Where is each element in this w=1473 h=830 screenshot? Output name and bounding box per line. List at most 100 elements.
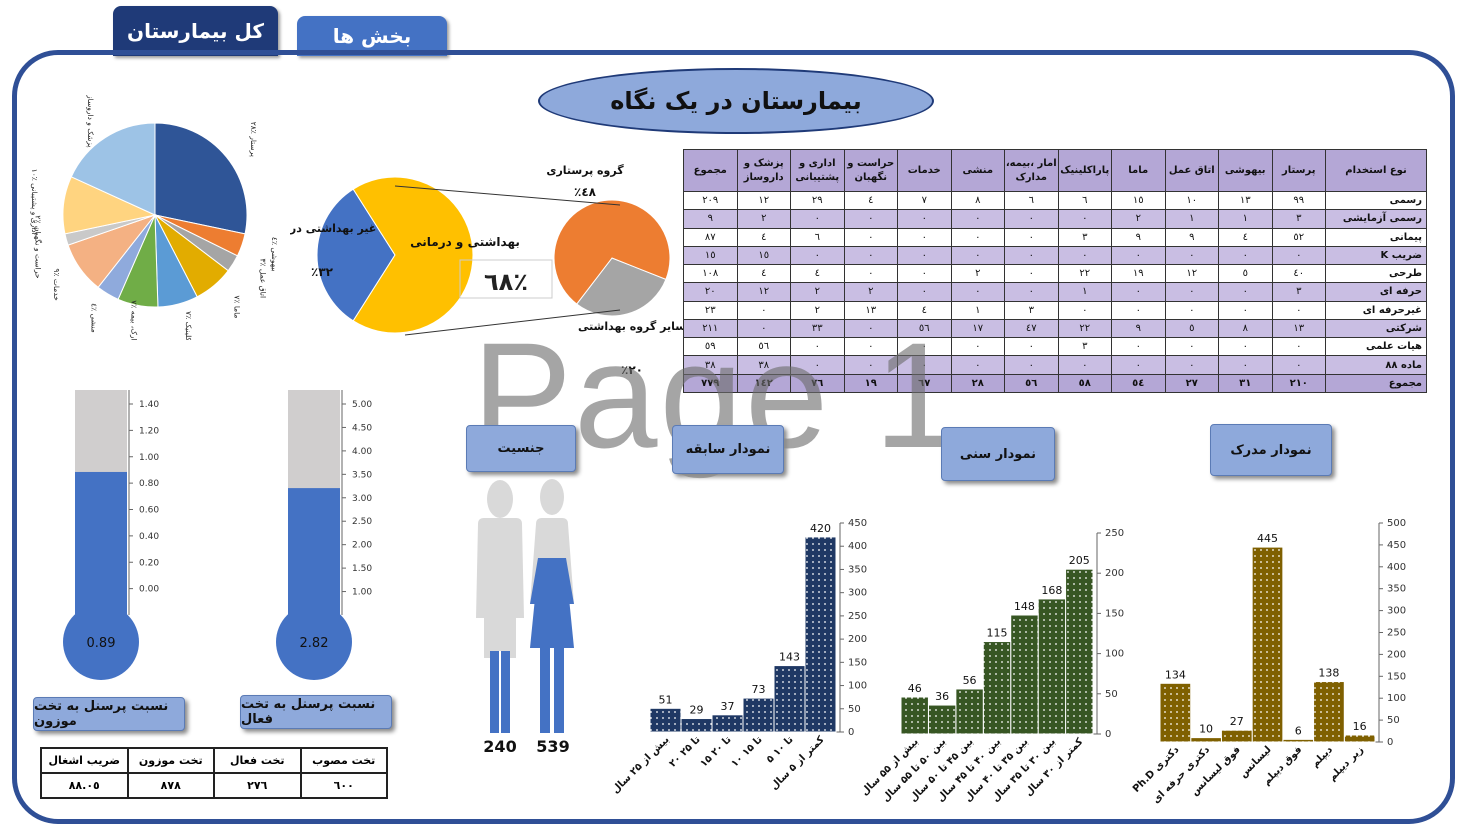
table-cell: ٤ [736,227,791,247]
bar-value-label: 6 [1295,724,1302,737]
age-chart-button[interactable]: نمودار سنی [941,427,1055,481]
table-row: شرکتی ١٣ ٨ ٥ ٩ ٢٢ ٤٧ ١٧ ٥٦ ٠ ٣٣ ٠ ٢١١ [683,318,1427,339]
table-cell: هیات علمی [1325,337,1427,357]
non-health-label: غیر بهداشتی درمانی [290,222,376,235]
table-cell: ٥٤ [1111,373,1166,394]
pie-slice-label: پاراکلینیک ٪٧ [184,311,193,340]
table-cell: ٢٢ [1057,264,1112,284]
table-row: طرحی ٤٠ ٥ ١٢ ١٩ ٢٢ ٠ ٢ ٠ ٠ ٤ ٤ ١٠٨ [683,264,1427,284]
table-header-cell: خدمات [897,149,952,192]
gender-button[interactable]: جنسیت [466,425,576,472]
bar-category-label: ۱۵ تا ۲۰ [698,734,733,769]
table-cell: ٠ [1271,300,1326,320]
beds-value-active: ٢٧٦ [213,772,302,799]
pie-slice-label: پرستار ٪٢٨ [249,122,258,157]
table-cell: ٠ [1271,245,1326,266]
table-cell: ٩ [1164,227,1219,247]
bar [649,707,682,733]
chart-tick-label: 300 [1387,606,1406,617]
chart-tick-label: 100 [848,681,867,692]
gauge-tick-label: 4.00 [352,447,372,457]
bar [711,714,744,733]
table-cell: ٠ [897,209,952,229]
table-cell: حرفه ای [1325,282,1427,302]
bar [804,536,837,733]
table-cell: ٠ [950,355,1005,375]
tab-all-hospital[interactable]: کل بیمارستان [113,6,278,56]
table-row: پیمانی ٥٢ ٤ ٩ ٩ ٣ ٠ ٠ ٠ ٠ ٦ ٤ ٨٧ [683,227,1427,247]
bar-category-label: ۱۰ تا ۱۵ [729,734,764,769]
table-cell: ٣٨ [736,355,791,375]
pie-slice-label: پزشک و داروساز ٪١٨ [86,95,95,148]
table-cell: ٠ [1057,355,1112,375]
gauge-value: 2.82 [300,636,329,651]
bar [1037,598,1067,735]
table-cell: ١ [1057,282,1112,302]
bar-value-label: 138 [1318,667,1339,680]
table-row: هیات علمی ٠ ٠ ٠ ٠ ٣ ٠ ٠ ٠ ٠ ٠ ٥٦ ٥٩ [683,337,1427,357]
female-figure-icon [530,479,574,733]
table-cell: ٠ [1004,209,1059,229]
bar-value-label: 37 [721,700,735,713]
table-header-cell: پزشک و داروساز [736,149,791,192]
bar-value-label: 115 [987,627,1008,640]
table-cell: ٨ [1218,318,1273,339]
table-cell: ٥٢ [1271,227,1326,247]
chart-tick-label: 250 [1387,628,1406,639]
tab-sections[interactable]: بخش ها [297,16,447,56]
pie-slice [70,122,156,216]
page-title: بیمارستان در یک نگاه [538,68,934,134]
chart-tick-label: 450 [1387,540,1406,551]
table-header-cell: حراست و نگهبان [843,149,898,192]
gauge-tick-label: 1.00 [139,453,159,463]
bar-category-label: ۵ تا ۱۰ [765,734,796,765]
table-cell: رسمی [1325,190,1427,211]
bar [742,697,775,733]
table-cell: ٤ [843,190,898,211]
gauge-tick-label: 0.40 [139,532,159,542]
table-cell: ٠ [897,355,952,375]
bar [1159,682,1192,743]
bar-value-label: 143 [779,651,800,664]
table-cell: ٠ [950,209,1005,229]
degree-chart-button[interactable]: نمودار مدرک [1210,424,1332,476]
chart-tick-label: 350 [1387,584,1406,595]
bar-value-label: 73 [752,683,766,696]
table-cell: ١٥ [683,245,738,266]
gauge-bulb [63,604,139,680]
table-cell: ٤ [790,264,845,284]
chart-tick-label: 200 [1387,649,1406,660]
experience-chart-button[interactable]: نمودار سابقه [672,425,784,474]
bar-value-label: 51 [659,693,673,706]
table-cell: ٠ [843,209,898,229]
table-cell: ١٢ [736,190,791,211]
table-cell: ٥٦ [1004,373,1059,394]
bar-category-label: کمتر از ۵ سال [769,734,827,792]
gauge-tick-label: 0.60 [139,506,159,516]
chart-tick-label: 150 [1105,608,1124,619]
gauge-tick-label: 1.20 [139,426,159,436]
table-cell: ٢٢ [1057,318,1112,339]
table-cell: ١ [1218,209,1273,229]
nursing-pct: ٪٤٨ [574,185,597,199]
table-cell: ٢ [950,264,1005,284]
table-cell: ٠ [790,245,845,266]
gauge-tick-label: 1.50 [352,564,372,574]
ratio-weighted-button[interactable]: نسبت پرسنل به تخت موزون [33,697,185,731]
table-cell: ٠ [1271,355,1326,375]
bar-category-label: دیپلم [1310,744,1335,769]
ratio-active-button[interactable]: نسبت پرسنل به تخت فعال [240,695,392,729]
chart-tick-label: 400 [848,541,867,552]
bar [900,696,929,735]
table-cell: ٩ [683,209,738,229]
bar [1190,737,1222,743]
gauge-tick-label: 1.40 [139,400,159,410]
bar-category-label: دکتری حرفه ای [1151,744,1213,806]
table-header-cell: امار ،بیمه، مدارک [1004,149,1059,192]
gauge-fill [75,471,127,625]
pie-slice-label: منشی ٪٤ [89,303,98,333]
table-row: حرفه ای ٣ ٠ ٠ ٠ ١ ٠ ٠ ٠ ٢ ٢ ١٢ ٢٠ [683,282,1427,302]
table-cell: ٠ [1004,282,1059,302]
table-header-cell: ماما [1111,149,1166,192]
